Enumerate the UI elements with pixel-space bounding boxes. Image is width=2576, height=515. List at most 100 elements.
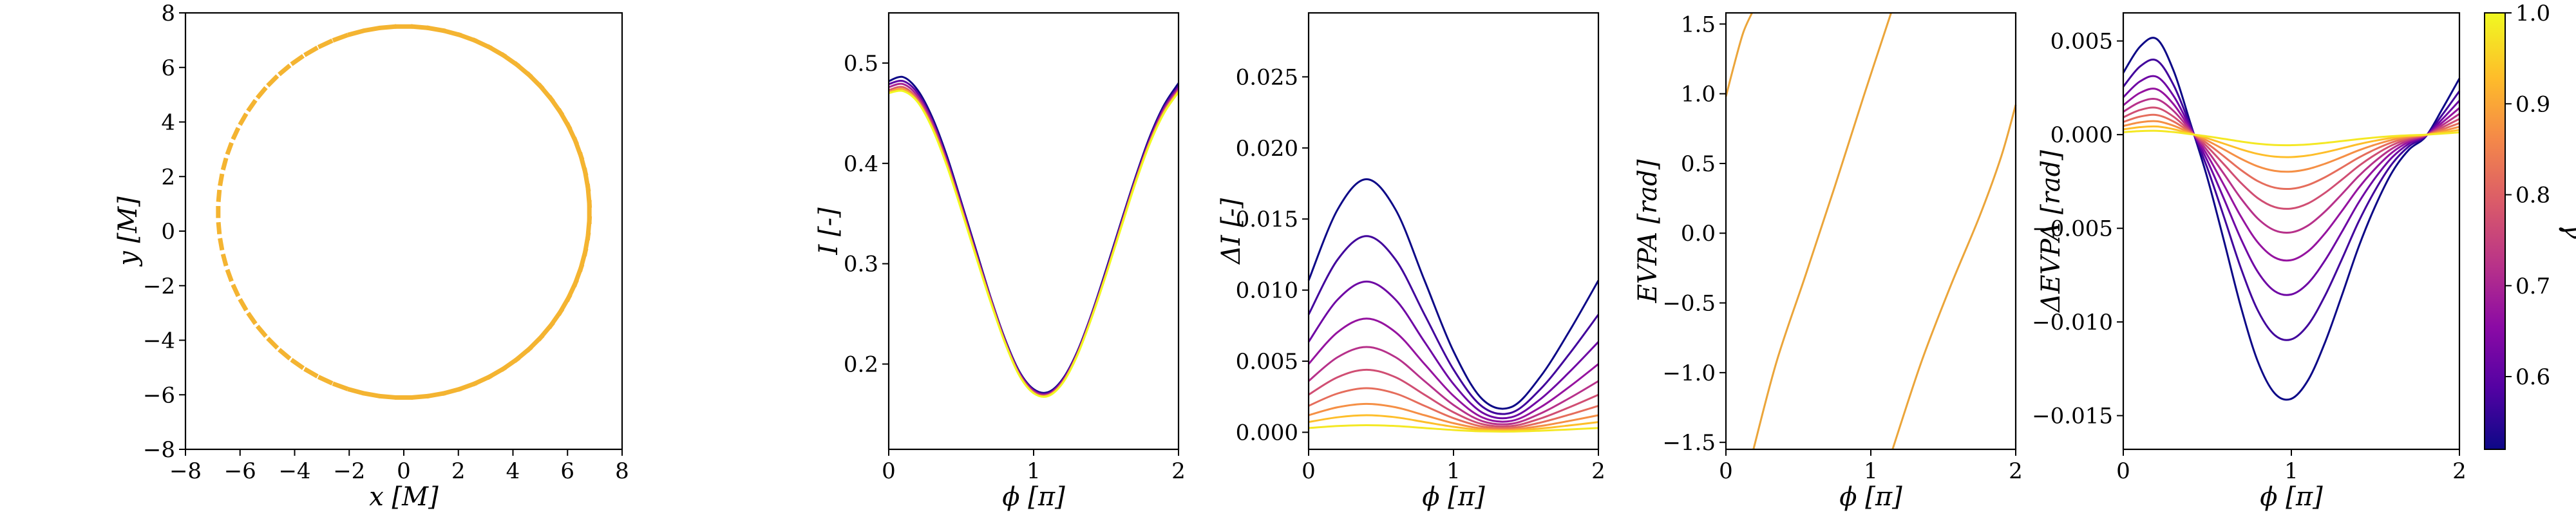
delta-intensity-x-tick-label: 2	[1591, 458, 1605, 484]
ring-marker	[255, 324, 268, 338]
ring-marker	[238, 298, 249, 312]
ring-marker	[216, 189, 222, 202]
panel-evpa: 0 1 2 −1.5 −1.0 −0.5 0.0 0.5 1.0 1.5 ϕ [π] EVPA …	[1633, 12, 2023, 512]
evpa-y-tick-label: 1.5	[1681, 12, 1716, 37]
ring-y-tick-label: −6	[143, 382, 175, 408]
ring-marker	[246, 98, 258, 113]
evpa-series-line	[1891, 104, 2017, 450]
ring-x-tick-label: 6	[560, 458, 574, 484]
delta-evpa-axes-frame	[2122, 12, 2461, 451]
intensity-x-tick-label: 1	[1027, 458, 1041, 484]
evpa-series-line	[1752, 12, 1892, 450]
ring-marker	[379, 24, 397, 30]
ring-marker	[332, 33, 349, 43]
ring-marker	[231, 127, 241, 140]
ring-marker	[246, 312, 258, 325]
ring-y-tick-label: −2	[143, 274, 175, 299]
panel-intensity: 0 1 2 0.2 0.3 0.4 0.5 ϕ [π] I [-]	[814, 12, 1186, 512]
evpa-y-tick-label: −1.0	[1662, 360, 1716, 386]
delta-evpa-series-line	[2123, 106, 2460, 210]
colorbar-tick-label: 0.6	[2515, 364, 2550, 390]
evpa-series-line	[1725, 12, 1753, 97]
delta-intensity-series-line	[1307, 178, 1600, 410]
intensity-x-label: ϕ [π]	[1002, 482, 1065, 512]
colorbar-tick-label: 0.9	[2515, 91, 2550, 117]
ring-x-ticks: −8 −6 −4 −2 0 2 4 6 8	[169, 449, 629, 484]
evpa-y-tick-label: −1.5	[1662, 430, 1716, 456]
ring-marker	[216, 221, 222, 235]
delta-intensity-y-tick-label: 0.020	[1236, 136, 1298, 162]
evpa-x-ticks: 0 1 2	[1719, 449, 2023, 484]
delta-intensity-series-line	[1308, 346, 1599, 426]
ring-marker	[220, 253, 229, 267]
delta-intensity-lines	[1307, 178, 1600, 433]
ring-marker	[238, 112, 249, 126]
evpa-y-tick-label: 0.5	[1681, 151, 1716, 177]
delta-evpa-series-line	[2123, 129, 2460, 147]
colorbar-tick-label: 1.0	[2515, 1, 2550, 26]
ring-y-tick-label: 2	[161, 164, 175, 190]
delta-evpa-series-line	[2123, 97, 2460, 234]
intensity-y-tick-label: 0.5	[844, 51, 878, 77]
evpa-x-tick-label: 1	[1864, 458, 1878, 484]
ring-x-tick-label: −2	[333, 458, 365, 484]
ring-marker	[303, 367, 319, 379]
intensity-y-tick-label: 0.3	[844, 252, 878, 277]
delta-evpa-series-line	[2123, 113, 2460, 191]
delta-intensity-x-ticks: 0 1 2	[1302, 449, 1605, 484]
delta-intensity-x-label: ϕ [π]	[1422, 482, 1485, 512]
ring-marker	[426, 25, 446, 33]
delta-intensity-series-line	[1307, 280, 1600, 420]
delta-evpa-x-ticks: 0 1 2	[2116, 449, 2467, 484]
ring-x-tick-label: 4	[506, 458, 520, 484]
ring-marker	[290, 358, 305, 370]
ring-marker	[278, 63, 292, 77]
ring-marker	[278, 348, 292, 360]
ring-y-tick-label: −4	[143, 328, 175, 354]
delta-evpa-y-tick-label: 0.000	[2050, 122, 2113, 148]
ring-marker	[317, 38, 334, 50]
intensity-lines	[888, 75, 1180, 398]
delta-intensity-series-line	[1308, 368, 1599, 427]
ring-x-label: x [M]	[369, 482, 439, 512]
panel-delta-intensity: 0 1 2 0.000 0.005 0.010 0.015 0.020 0.025 ϕ [π]…	[1217, 12, 1605, 512]
ring-x-tick-label: 2	[451, 458, 466, 484]
evpa-x-label: ϕ [π]	[1839, 482, 1902, 512]
ring-marker	[347, 28, 365, 37]
ring-y-tick-label: 8	[161, 1, 175, 26]
ring-marker	[225, 142, 234, 156]
intensity-series-line	[888, 86, 1180, 397]
ring-x-tick-label: −4	[278, 458, 310, 484]
delta-intensity-series-line	[1308, 402, 1599, 431]
ring-y-tick-label: −8	[143, 437, 175, 463]
ring-x-tick-label: −8	[169, 458, 202, 484]
colorbar-label: γ	[2558, 223, 2576, 239]
evpa-y-tick-label: 0.0	[1681, 221, 1716, 247]
delta-evpa-series-line	[2122, 75, 2461, 296]
panel-delta-evpa: 0 1 2 −0.015 −0.010 −0.005 0.000 0.005 ϕ [π] Δ…	[2032, 12, 2467, 512]
evpa-x-tick-label: 0	[1719, 458, 1733, 484]
ring-marker	[426, 391, 446, 399]
delta-evpa-y-ticks: −0.015 −0.010 −0.005 0.000 0.005	[2032, 29, 2123, 429]
delta-intensity-series-line	[1308, 414, 1599, 432]
delta-evpa-y-tick-label: 0.005	[2050, 29, 2113, 55]
delta-evpa-x-tick-label: 1	[2284, 458, 2298, 484]
delta-evpa-y-tick-label: −0.015	[2032, 404, 2113, 429]
intensity-y-label: I [-]	[814, 207, 844, 256]
intensity-x-ticks: 0 1 2	[882, 449, 1186, 484]
ring-y-label: y [M]	[113, 196, 143, 267]
delta-intensity-series-line	[1307, 317, 1599, 423]
ring-marker	[317, 375, 334, 386]
colorbar-ticks: 0.6 0.7 0.8 0.9 1.0	[2505, 1, 2550, 390]
ring-marker	[303, 45, 319, 57]
intensity-x-tick-label: 0	[882, 458, 896, 484]
intensity-y-ticks: 0.2 0.3 0.4 0.5	[844, 51, 889, 378]
colorbar-gradient	[2484, 12, 2506, 450]
delta-intensity-y-tick-label: 0.015	[1236, 207, 1298, 232]
evpa-lines	[1725, 12, 2017, 450]
evpa-x-tick-label: 2	[2009, 458, 2023, 484]
delta-evpa-y-label: ΔEVPA [rad]	[2036, 150, 2066, 314]
delta-evpa-series-line	[2122, 37, 2461, 401]
ring-markers	[216, 24, 592, 400]
delta-evpa-series-line	[2123, 120, 2460, 173]
